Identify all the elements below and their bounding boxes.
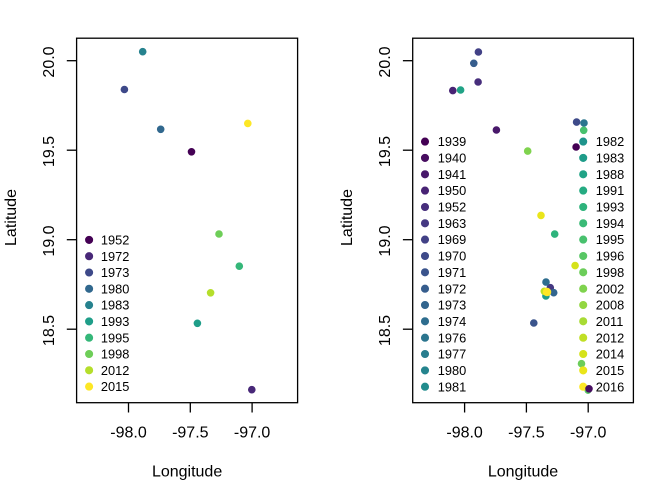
svg-text:1980: 1980 bbox=[101, 281, 129, 296]
svg-text:2015: 2015 bbox=[101, 379, 129, 394]
svg-text:1940: 1940 bbox=[438, 151, 466, 166]
svg-text:1970: 1970 bbox=[438, 249, 466, 264]
svg-text:19.5: 19.5 bbox=[41, 136, 58, 167]
svg-text:2016: 2016 bbox=[596, 379, 624, 394]
svg-text:1952: 1952 bbox=[438, 200, 466, 215]
svg-text:20.0: 20.0 bbox=[41, 46, 58, 77]
svg-text:1972: 1972 bbox=[438, 281, 466, 296]
svg-text:1963: 1963 bbox=[438, 216, 466, 231]
svg-text:1983: 1983 bbox=[101, 298, 129, 313]
svg-text:1996: 1996 bbox=[596, 249, 624, 264]
svg-text:1941: 1941 bbox=[438, 167, 466, 182]
svg-text:1995: 1995 bbox=[101, 330, 129, 345]
svg-text:20.0: 20.0 bbox=[377, 46, 394, 77]
svg-text:1988: 1988 bbox=[596, 167, 624, 182]
svg-text:1952: 1952 bbox=[101, 233, 129, 248]
svg-text:1950: 1950 bbox=[438, 183, 466, 198]
svg-text:Longitude: Longitude bbox=[152, 463, 222, 480]
svg-text:-97.0: -97.0 bbox=[234, 425, 271, 442]
svg-text:1973: 1973 bbox=[438, 298, 466, 313]
svg-text:1981: 1981 bbox=[438, 379, 466, 394]
svg-text:1983: 1983 bbox=[596, 151, 624, 166]
svg-text:-98.0: -98.0 bbox=[446, 425, 483, 442]
svg-text:2015: 2015 bbox=[596, 363, 624, 378]
svg-text:1939: 1939 bbox=[438, 134, 466, 149]
svg-text:1998: 1998 bbox=[101, 347, 129, 362]
svg-text:2014: 2014 bbox=[596, 347, 624, 362]
svg-text:19.0: 19.0 bbox=[41, 225, 58, 256]
svg-text:1977: 1977 bbox=[438, 347, 466, 362]
svg-text:-97.0: -97.0 bbox=[570, 425, 607, 442]
svg-text:-97.5: -97.5 bbox=[172, 425, 209, 442]
svg-text:Latitude: Latitude bbox=[3, 189, 20, 246]
svg-text:1969: 1969 bbox=[438, 232, 466, 247]
svg-text:-97.5: -97.5 bbox=[508, 425, 545, 442]
svg-text:1971: 1971 bbox=[438, 265, 466, 280]
svg-text:-98.0: -98.0 bbox=[110, 425, 147, 442]
svg-text:19.5: 19.5 bbox=[377, 136, 394, 167]
svg-text:1980: 1980 bbox=[438, 363, 466, 378]
svg-text:Latitude: Latitude bbox=[339, 189, 356, 246]
svg-text:1982: 1982 bbox=[596, 134, 624, 149]
svg-text:2012: 2012 bbox=[596, 330, 624, 345]
svg-text:2011: 2011 bbox=[596, 314, 624, 329]
svg-text:1993: 1993 bbox=[596, 200, 624, 215]
svg-text:18.5: 18.5 bbox=[377, 315, 394, 346]
svg-text:1976: 1976 bbox=[438, 330, 466, 345]
svg-text:19.0: 19.0 bbox=[377, 225, 394, 256]
svg-text:1993: 1993 bbox=[101, 314, 129, 329]
svg-text:2002: 2002 bbox=[596, 281, 624, 296]
svg-text:1973: 1973 bbox=[101, 265, 129, 280]
svg-text:2008: 2008 bbox=[596, 298, 624, 313]
svg-text:18.5: 18.5 bbox=[41, 315, 58, 346]
svg-text:1991: 1991 bbox=[596, 183, 624, 198]
svg-text:1974: 1974 bbox=[438, 314, 466, 329]
svg-text:2012: 2012 bbox=[101, 363, 129, 378]
svg-text:1995: 1995 bbox=[596, 232, 624, 247]
svg-text:Longitude: Longitude bbox=[488, 463, 558, 480]
svg-text:1972: 1972 bbox=[101, 249, 129, 264]
svg-text:1994: 1994 bbox=[596, 216, 624, 231]
svg-text:1998: 1998 bbox=[596, 265, 624, 280]
